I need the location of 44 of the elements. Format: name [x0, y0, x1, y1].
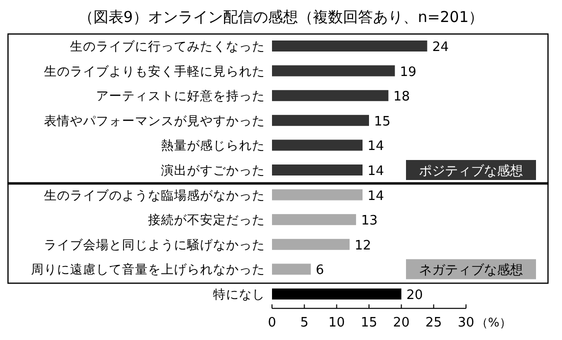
bar	[272, 214, 356, 226]
y-tick-label: 周りに遠慮して音量を上げられなかった	[31, 262, 265, 277]
data-label: 12	[354, 238, 372, 254]
bar	[272, 288, 402, 300]
bar	[272, 164, 363, 176]
bar	[272, 90, 388, 102]
y-tick-label: 熱量が感じられた	[161, 138, 265, 153]
y-tick-label: アーティストに好意を持った	[96, 88, 265, 104]
x-tick-label: 20	[393, 315, 410, 330]
y-tick-label: 接続が不安定だった	[148, 212, 265, 228]
y-tick-label: 生のライブよりも安く手軽に見られた	[44, 63, 265, 78]
y-tick-label: ライブ会場と同じように騒げなかった	[44, 236, 265, 252]
data-label: 6	[316, 263, 324, 278]
y-tick-label: 演出がすごかった	[161, 162, 265, 178]
bar	[272, 40, 428, 52]
annotation: ポジティブな感想	[419, 164, 523, 179]
annotation: ネガティブな感想	[419, 263, 523, 278]
x-tick-label: 5	[300, 315, 308, 330]
data-label: 13	[361, 214, 378, 229]
bar	[272, 140, 363, 151]
data-label: 14	[368, 188, 384, 204]
bar	[272, 189, 363, 200]
y-tick-label: 生のライブのような臨場感がなかった	[44, 187, 265, 202]
x-tick-label: 25	[425, 315, 442, 330]
data-label: 24	[432, 40, 449, 55]
x-tick-label: 15	[360, 315, 378, 330]
data-label: 19	[400, 64, 416, 80]
x-axis-title: （%）	[476, 315, 512, 330]
chart-title: （図表9）オンライン配信の感想（複数回答あり、n=201）	[78, 8, 484, 26]
x-tick-label: 30	[458, 315, 474, 330]
data-label: 20	[406, 288, 423, 303]
y-tick-label: 特になし	[213, 286, 265, 302]
data-label: 14	[368, 139, 384, 154]
x-tick-label: 0	[268, 315, 276, 330]
y-tick-label: 表情やパフォーマンスが見やすかった	[44, 112, 265, 128]
data-label: 18	[393, 90, 410, 105]
data-label: 14	[368, 164, 384, 179]
y-tick-label: 生のライブに行ってみたくなった	[70, 38, 265, 54]
x-tick-label: 10	[328, 315, 345, 330]
bar	[272, 264, 311, 275]
data-label: 15	[374, 114, 391, 130]
bar	[272, 114, 369, 126]
bar	[272, 238, 350, 250]
bar	[272, 65, 395, 76]
